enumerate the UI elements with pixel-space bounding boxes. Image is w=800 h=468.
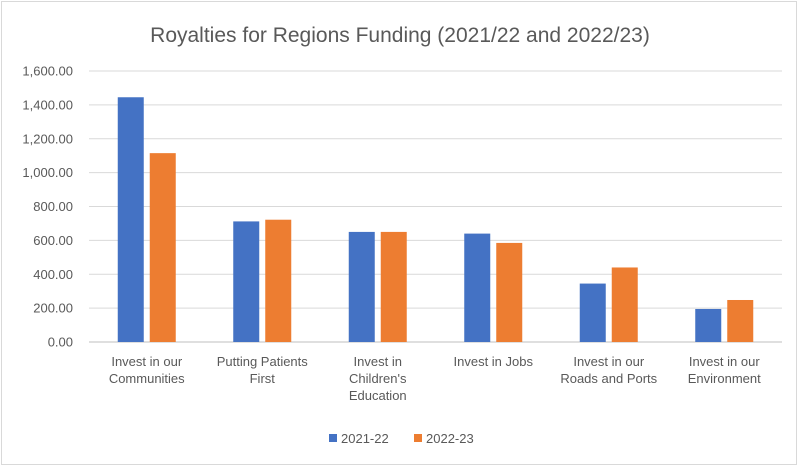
bar-2022-23-2 (380, 231, 407, 342)
y-axis-tick-labels: 0.00 200.00 400.00 600.00 800.00 1,000.00 1,20… (22, 64, 73, 350)
x-category-label-line: Invest in (354, 354, 402, 369)
x-category-label-line: Environment (688, 371, 761, 386)
x-category-label-line: Invest in Jobs (454, 354, 534, 369)
bar-2021-22-2 (348, 231, 375, 342)
y-tick-label: 800.00 (33, 199, 73, 214)
y-tick-label: 1,600.00 (22, 64, 73, 79)
legend-label: 2021-22 (341, 431, 389, 446)
y-tick-label: 0.00 (48, 335, 73, 350)
gridlines (89, 70, 782, 343)
bars (117, 97, 754, 342)
x-category-label-line: First (250, 371, 276, 386)
bar-2022-23-4 (611, 267, 638, 342)
legend-swatch-2021-22 (329, 434, 337, 442)
bar-2022-23-1 (265, 219, 292, 342)
x-category-label: Invest in our Environment (688, 354, 761, 386)
y-tick-label: 200.00 (33, 301, 73, 316)
y-tick-label: 1,200.00 (22, 131, 73, 146)
chart-title: Royalties for Regions Funding (2021/22 a… (150, 24, 650, 47)
y-tick-label: 600.00 (33, 233, 73, 248)
legend-label: 2022-23 (426, 431, 474, 446)
bar-2021-22-0 (117, 97, 144, 342)
bar-2021-22-3 (464, 233, 491, 342)
y-tick-label: 1,000.00 (22, 165, 73, 180)
bar-2021-22-4 (579, 283, 606, 342)
x-category-label-line: Putting Patients (217, 354, 309, 369)
legend: 2021-22 2022-23 (329, 431, 474, 446)
bar-2022-23-0 (149, 153, 176, 342)
x-category-label-line: Roads and Ports (560, 371, 657, 386)
legend-swatch-2022-23 (414, 434, 422, 442)
x-category-label-line: Invest in our (689, 354, 760, 369)
x-category-label-line: Invest in our (111, 354, 182, 369)
y-tick-label: 1,400.00 (22, 97, 73, 112)
bar-2021-22-5 (695, 308, 722, 342)
x-category-label-line: Invest in our (573, 354, 644, 369)
x-category-label: Invest in our Communities (109, 354, 185, 386)
y-tick-label: 400.00 (33, 267, 73, 282)
bar-2021-22-1 (233, 221, 260, 342)
x-category-label-line: Education (349, 388, 407, 403)
x-category-label: Putting Patients First (217, 354, 309, 386)
bar-2022-23-5 (727, 299, 754, 342)
x-category-label: Invest in our Roads and Ports (560, 354, 657, 386)
x-category-label: Invest in Jobs (454, 354, 534, 369)
x-category-label-line: Communities (109, 371, 185, 386)
bar-2022-23-3 (496, 242, 523, 342)
x-category-label-line: Children's (349, 371, 407, 386)
x-category-label: Invest in Children's Education (349, 354, 407, 403)
x-axis-category-labels: Invest in our Communities Putting Patients… (109, 354, 761, 403)
